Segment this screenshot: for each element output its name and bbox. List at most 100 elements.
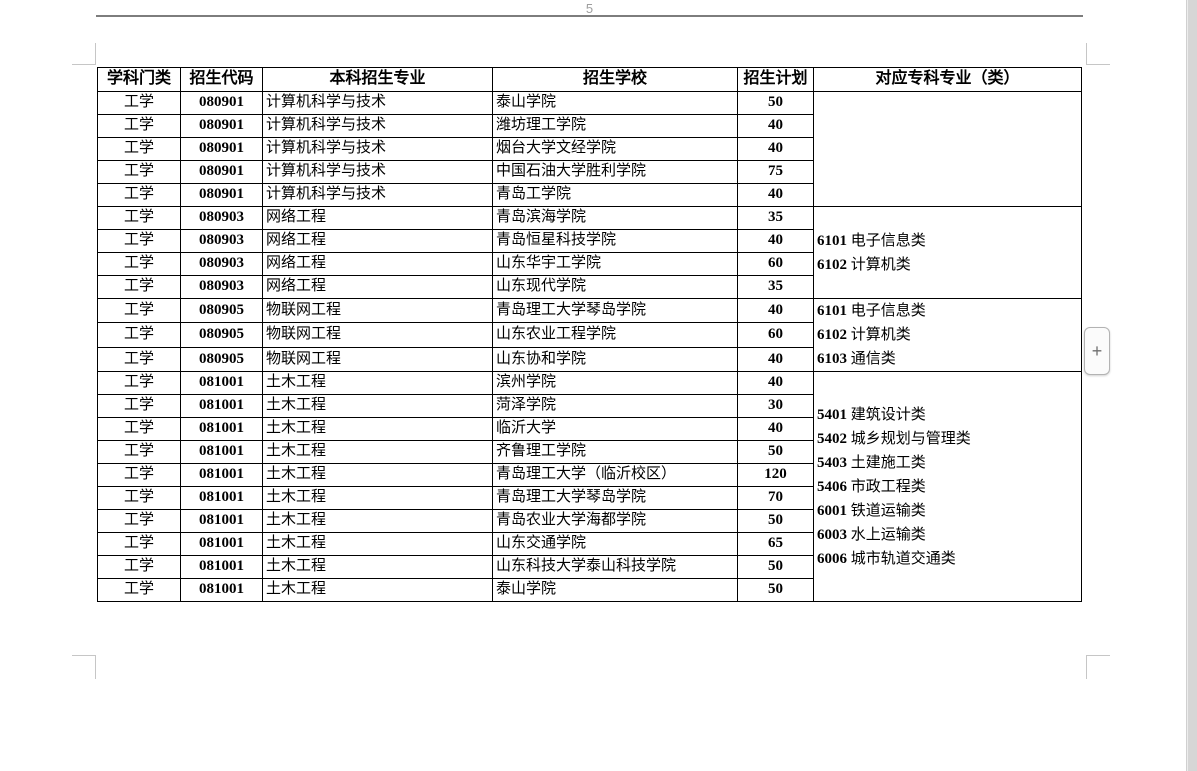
admission-code-cell[interactable]: 080901 <box>180 137 263 161</box>
corresponding-majors-cell[interactable]: 5401 建筑设计类 5402 城乡规划与管理类 5403 土建施工类 5406 市政… <box>813 371 1082 602</box>
admitting-school-cell[interactable]: 齐鲁理工学院 <box>492 440 738 464</box>
admission-plan-cell[interactable]: 70 <box>737 486 814 510</box>
undergraduate-major-cell[interactable]: 土木工程 <box>262 532 493 556</box>
undergraduate-major-cell[interactable]: 网络工程 <box>262 206 493 230</box>
admitting-school-cell[interactable]: 临沂大学 <box>492 417 738 441</box>
subject-category-cell[interactable]: 工学 <box>97 417 181 441</box>
admission-plan-cell[interactable]: 50 <box>737 578 814 602</box>
subject-category-cell[interactable]: 工学 <box>97 532 181 556</box>
header-admission-code[interactable]: 招生代码 <box>180 67 263 92</box>
admission-code-cell[interactable]: 080903 <box>180 252 263 276</box>
admission-code-cell[interactable]: 080905 <box>180 297 263 324</box>
admission-code-cell[interactable]: 081001 <box>180 555 263 579</box>
subject-category-cell[interactable]: 工学 <box>97 229 181 253</box>
admission-code-cell[interactable]: 080903 <box>180 206 263 230</box>
subject-category-cell[interactable]: 工学 <box>97 252 181 276</box>
admission-plan-cell[interactable]: 50 <box>737 555 814 579</box>
admission-plan-cell[interactable]: 50 <box>737 91 814 115</box>
admission-code-cell[interactable]: 081001 <box>180 463 263 487</box>
admission-code-cell[interactable]: 080901 <box>180 114 263 138</box>
admission-plan-cell[interactable]: 50 <box>737 509 814 533</box>
undergraduate-major-cell[interactable]: 土木工程 <box>262 394 493 418</box>
undergraduate-major-cell[interactable]: 土木工程 <box>262 486 493 510</box>
header-corresponding-majors[interactable]: 对应专科专业（类） <box>813 67 1082 92</box>
subject-category-cell[interactable]: 工学 <box>97 322 181 348</box>
admitting-school-cell[interactable]: 山东华宇工学院 <box>492 252 738 276</box>
admission-code-cell[interactable]: 080901 <box>180 91 263 115</box>
admission-plan-cell[interactable]: 60 <box>737 252 814 276</box>
admitting-school-cell[interactable]: 青岛理工大学琴岛学院 <box>492 297 738 324</box>
subject-category-cell[interactable]: 工学 <box>97 114 181 138</box>
admission-plan-cell[interactable]: 40 <box>737 417 814 441</box>
admitting-school-cell[interactable]: 青岛工学院 <box>492 183 738 207</box>
admission-plan-cell[interactable]: 35 <box>737 206 814 230</box>
undergraduate-major-cell[interactable]: 土木工程 <box>262 463 493 487</box>
admission-code-cell[interactable]: 081001 <box>180 394 263 418</box>
scrollbar-thumb[interactable] <box>1188 0 1197 771</box>
undergraduate-major-cell[interactable]: 计算机科学与技术 <box>262 160 493 184</box>
undergraduate-major-cell[interactable]: 土木工程 <box>262 371 493 395</box>
admission-plan-cell[interactable]: 50 <box>737 440 814 464</box>
header-subject-category[interactable]: 学科门类 <box>97 67 181 92</box>
admitting-school-cell[interactable]: 青岛理工大学琴岛学院 <box>492 486 738 510</box>
admission-code-cell[interactable]: 080903 <box>180 229 263 253</box>
admission-plan-cell[interactable]: 40 <box>737 229 814 253</box>
subject-category-cell[interactable]: 工学 <box>97 297 181 324</box>
admitting-school-cell[interactable]: 烟台大学文经学院 <box>492 137 738 161</box>
admission-code-cell[interactable]: 080901 <box>180 183 263 207</box>
subject-category-cell[interactable]: 工学 <box>97 275 181 299</box>
admission-plan-cell[interactable]: 120 <box>737 463 814 487</box>
subject-category-cell[interactable]: 工学 <box>97 183 181 207</box>
admission-plan-cell[interactable]: 75 <box>737 160 814 184</box>
undergraduate-major-cell[interactable]: 物联网工程 <box>262 322 493 348</box>
admission-code-cell[interactable]: 081001 <box>180 417 263 441</box>
admission-code-cell[interactable]: 080905 <box>180 322 263 348</box>
subject-category-cell[interactable]: 工学 <box>97 578 181 602</box>
undergraduate-major-cell[interactable]: 计算机科学与技术 <box>262 114 493 138</box>
admission-code-cell[interactable]: 081001 <box>180 486 263 510</box>
admitting-school-cell[interactable]: 滨州学院 <box>492 371 738 395</box>
admission-code-cell[interactable]: 081001 <box>180 509 263 533</box>
vertical-scrollbar[interactable] <box>1186 0 1197 771</box>
corresponding-majors-cell[interactable]: 6101 电子信息类 6102 计算机类 <box>813 206 1082 299</box>
subject-category-cell[interactable]: 工学 <box>97 137 181 161</box>
admitting-school-cell[interactable]: 山东交通学院 <box>492 532 738 556</box>
admission-plan-cell[interactable]: 60 <box>737 322 814 348</box>
admitting-school-cell[interactable]: 青岛恒星科技学院 <box>492 229 738 253</box>
admission-plan-cell[interactable]: 65 <box>737 532 814 556</box>
subject-category-cell[interactable]: 工学 <box>97 440 181 464</box>
subject-category-cell[interactable]: 工学 <box>97 463 181 487</box>
admission-code-cell[interactable]: 081001 <box>180 578 263 602</box>
admitting-school-cell[interactable]: 青岛农业大学海都学院 <box>492 509 738 533</box>
admitting-school-cell[interactable]: 山东协和学院 <box>492 346 738 373</box>
undergraduate-major-cell[interactable]: 计算机科学与技术 <box>262 91 493 115</box>
undergraduate-major-cell[interactable]: 土木工程 <box>262 509 493 533</box>
admission-plan-cell[interactable]: 40 <box>737 297 814 324</box>
subject-category-cell[interactable]: 工学 <box>97 371 181 395</box>
admitting-school-cell[interactable]: 青岛滨海学院 <box>492 206 738 230</box>
subject-category-cell[interactable]: 工学 <box>97 206 181 230</box>
corresponding-majors-cell[interactable]: 6101 电子信息类 6102 计算机类 6103 通信类 <box>813 298 1082 372</box>
subject-category-cell[interactable]: 工学 <box>97 91 181 115</box>
header-undergraduate-major[interactable]: 本科招生专业 <box>262 67 493 92</box>
add-button[interactable]: + <box>1084 327 1110 375</box>
undergraduate-major-cell[interactable]: 计算机科学与技术 <box>262 183 493 207</box>
admission-plan-cell[interactable]: 40 <box>737 183 814 207</box>
admitting-school-cell[interactable]: 中国石油大学胜利学院 <box>492 160 738 184</box>
admission-code-cell[interactable]: 080903 <box>180 275 263 299</box>
header-admission-plan[interactable]: 招生计划 <box>737 67 814 92</box>
undergraduate-major-cell[interactable]: 物联网工程 <box>262 346 493 373</box>
undergraduate-major-cell[interactable]: 网络工程 <box>262 252 493 276</box>
admission-code-cell[interactable]: 081001 <box>180 532 263 556</box>
undergraduate-major-cell[interactable]: 土木工程 <box>262 555 493 579</box>
subject-category-cell[interactable]: 工学 <box>97 486 181 510</box>
admission-plan-cell[interactable]: 40 <box>737 137 814 161</box>
admission-plan-cell[interactable]: 40 <box>737 114 814 138</box>
subject-category-cell[interactable]: 工学 <box>97 346 181 373</box>
admission-code-cell[interactable]: 081001 <box>180 440 263 464</box>
subject-category-cell[interactable]: 工学 <box>97 160 181 184</box>
subject-category-cell[interactable]: 工学 <box>97 555 181 579</box>
undergraduate-major-cell[interactable]: 土木工程 <box>262 578 493 602</box>
undergraduate-major-cell[interactable]: 土木工程 <box>262 417 493 441</box>
admission-code-cell[interactable]: 081001 <box>180 371 263 395</box>
